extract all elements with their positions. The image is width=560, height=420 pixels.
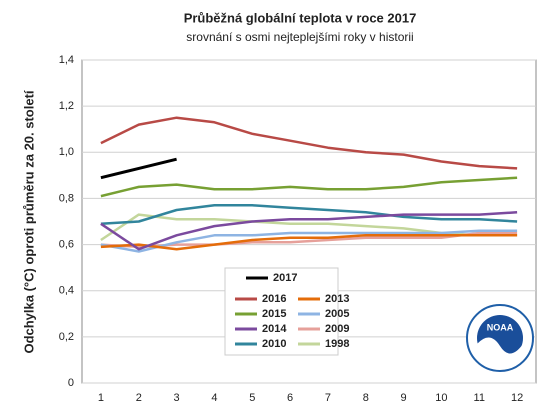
series-line xyxy=(100,176,518,198)
x-tick-label: 4 xyxy=(211,392,217,404)
legend-box xyxy=(224,267,339,356)
series-line xyxy=(100,229,518,253)
y-tick-label: 0,4 xyxy=(59,285,74,297)
x-tick-label: 5 xyxy=(249,392,255,404)
series-line xyxy=(100,116,518,170)
legend-item: 2015 xyxy=(235,308,286,320)
logo-text: NOAA xyxy=(487,322,514,332)
legend-label: 2005 xyxy=(325,308,349,320)
y-tick-label: 1,4 xyxy=(59,54,74,66)
legend-item: 2016 xyxy=(235,293,286,305)
y-tick-label: 1,2 xyxy=(59,100,74,112)
series-line xyxy=(100,234,518,251)
legend-item: 2013 xyxy=(298,293,349,305)
x-tick-label: 11 xyxy=(474,392,485,404)
noaa-logo: NOAA xyxy=(466,304,534,372)
legend-label: 2010 xyxy=(262,338,286,350)
legend-label: 2016 xyxy=(262,293,286,305)
x-tick-label: 12 xyxy=(511,392,523,404)
x-tick-label: 6 xyxy=(287,392,293,404)
y-tick-label: 0 xyxy=(68,377,74,389)
legend-label: 2015 xyxy=(262,308,286,320)
legend-label: 2009 xyxy=(325,323,349,335)
series-line xyxy=(100,157,177,180)
legend-label: 2014 xyxy=(262,323,287,335)
legend-item: 1998 xyxy=(298,338,349,350)
chart-subtitle: srovnání s osmi nejteplejšími roky v his… xyxy=(186,30,413,44)
legend-item: 2014 xyxy=(235,323,287,335)
x-tick-label: 2 xyxy=(136,392,142,404)
series-line xyxy=(100,211,518,251)
y-tick-label: 1,0 xyxy=(59,146,74,158)
legend-label: 2013 xyxy=(325,293,349,305)
x-tick-label: 7 xyxy=(325,392,331,404)
y-tick-label: 0,8 xyxy=(59,192,74,204)
legend-item: 2010 xyxy=(235,338,286,350)
x-tick-label: 1 xyxy=(98,392,104,404)
x-tick-label: 8 xyxy=(363,392,369,404)
chart-title: Průběžná globální teplota v roce 2017 xyxy=(184,10,417,25)
legend-item: 2005 xyxy=(298,308,349,320)
y-tick-label: 0,2 xyxy=(59,331,74,343)
x-tick-label: 10 xyxy=(435,392,447,404)
x-tick-label: 9 xyxy=(401,392,407,404)
series-line xyxy=(100,204,518,226)
y-axis-label: Odchylka (°C) oproti průměru za 20. stol… xyxy=(21,90,36,353)
legend-item: 2009 xyxy=(298,323,349,335)
x-tick-label: 3 xyxy=(174,392,180,404)
legend-label: 1998 xyxy=(325,338,349,350)
legend-label: 2017 xyxy=(273,272,297,284)
legend-item: 2017 xyxy=(246,272,297,284)
y-tick-label: 0,6 xyxy=(59,238,74,250)
